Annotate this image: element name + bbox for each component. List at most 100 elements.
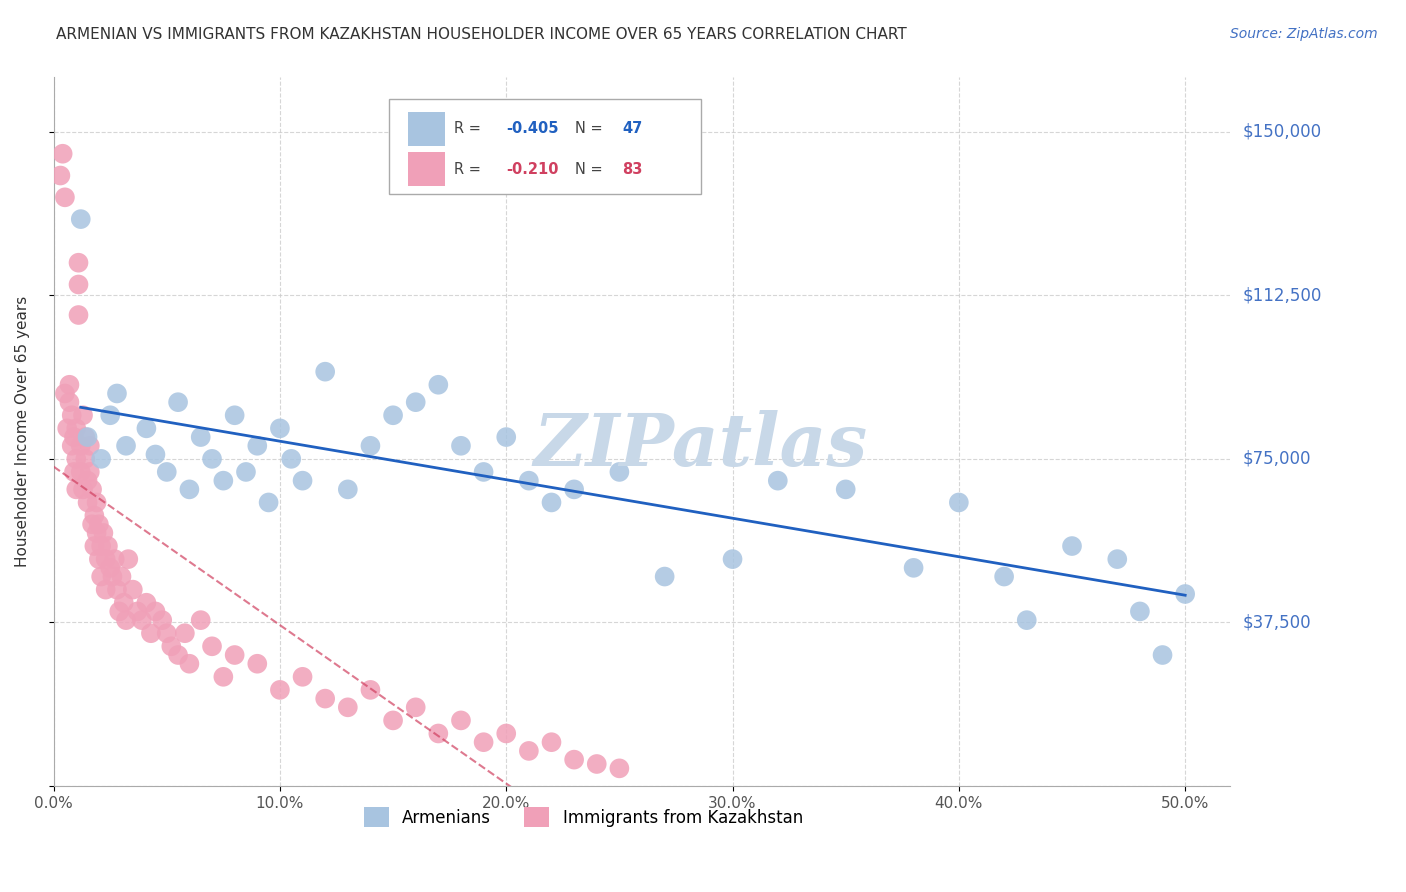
Point [83, 539, 105, 553]
Point [104, 552, 127, 566]
Legend: Armenians, Immigrants from Kazakhstan: Armenians, Immigrants from Kazakhstan [357, 800, 810, 834]
Point [291, 670, 314, 684]
Point [83, 508, 105, 523]
Point [98, 409, 121, 423]
Point [87, 552, 110, 566]
Point [69, 465, 91, 479]
Point [609, 761, 631, 775]
Point [472, 465, 495, 479]
Text: $37,500: $37,500 [1241, 614, 1310, 632]
Point [108, 604, 131, 618]
Point [60, 439, 83, 453]
Point [291, 474, 314, 488]
Point [56, 421, 79, 435]
Point [654, 569, 676, 583]
Point [179, 657, 201, 671]
Point [97, 539, 120, 553]
Point [1129, 604, 1152, 618]
Point [1015, 613, 1038, 627]
Point [1107, 552, 1129, 566]
Point [585, 756, 607, 771]
Point [562, 753, 585, 767]
Point [495, 430, 517, 444]
Point [87, 517, 110, 532]
Point [269, 421, 291, 435]
Point [540, 735, 562, 749]
Point [246, 439, 269, 453]
Point [993, 569, 1015, 583]
Point [212, 474, 235, 488]
Point [94, 582, 117, 597]
Point [201, 451, 224, 466]
Point [135, 421, 157, 435]
Point [65, 483, 87, 497]
Point [52, 146, 75, 161]
Point [67, 256, 90, 270]
Point [224, 409, 246, 423]
Text: -0.405: -0.405 [506, 121, 560, 136]
Point [903, 561, 925, 575]
Point [58, 377, 80, 392]
Text: 83: 83 [621, 161, 643, 177]
Point [156, 626, 179, 640]
Point [359, 439, 381, 453]
Point [382, 409, 405, 423]
Text: ZIPatlas: ZIPatlas [534, 410, 868, 482]
Text: -0.210: -0.210 [506, 161, 560, 177]
Point [76, 430, 98, 444]
Point [69, 439, 91, 453]
Point [235, 465, 257, 479]
Point [105, 582, 128, 597]
Point [495, 726, 517, 740]
Text: $75,000: $75,000 [1241, 450, 1310, 468]
Point [167, 395, 190, 409]
Point [517, 744, 540, 758]
Point [131, 613, 153, 627]
Point [60, 409, 83, 423]
Point [69, 212, 91, 227]
Point [58, 395, 80, 409]
Point [269, 682, 291, 697]
Point [766, 474, 789, 488]
Point [179, 483, 201, 497]
Point [72, 409, 94, 423]
Text: N =: N = [575, 121, 607, 136]
Point [336, 483, 359, 497]
Point [160, 640, 183, 654]
Text: ARMENIAN VS IMMIGRANTS FROM KAZAKHSTAN HOUSEHOLDER INCOME OVER 65 YEARS CORRELAT: ARMENIAN VS IMMIGRANTS FROM KAZAKHSTAN H… [56, 27, 907, 42]
Point [76, 495, 98, 509]
Point [115, 613, 138, 627]
Point [314, 691, 336, 706]
Point [450, 714, 472, 728]
Point [112, 596, 135, 610]
Point [75, 451, 97, 466]
Point [382, 714, 405, 728]
Point [167, 648, 190, 662]
Point [450, 439, 472, 453]
FancyBboxPatch shape [408, 153, 446, 186]
Point [150, 613, 173, 627]
Point [105, 386, 128, 401]
Point [246, 657, 269, 671]
Point [75, 430, 97, 444]
Point [121, 582, 143, 597]
Point [65, 421, 87, 435]
FancyBboxPatch shape [408, 112, 446, 145]
Point [79, 465, 101, 479]
Point [405, 700, 427, 714]
Point [190, 613, 212, 627]
Text: R =: R = [454, 161, 485, 177]
Point [72, 483, 94, 497]
Point [127, 604, 149, 618]
Point [139, 626, 162, 640]
Point [1060, 539, 1083, 553]
Point [93, 525, 115, 540]
Point [427, 377, 450, 392]
Point [212, 670, 235, 684]
Point [80, 517, 103, 532]
Text: Source: ZipAtlas.com: Source: ZipAtlas.com [1230, 27, 1378, 41]
Point [86, 525, 108, 540]
Point [98, 561, 121, 575]
Point [721, 552, 744, 566]
Point [76, 474, 98, 488]
